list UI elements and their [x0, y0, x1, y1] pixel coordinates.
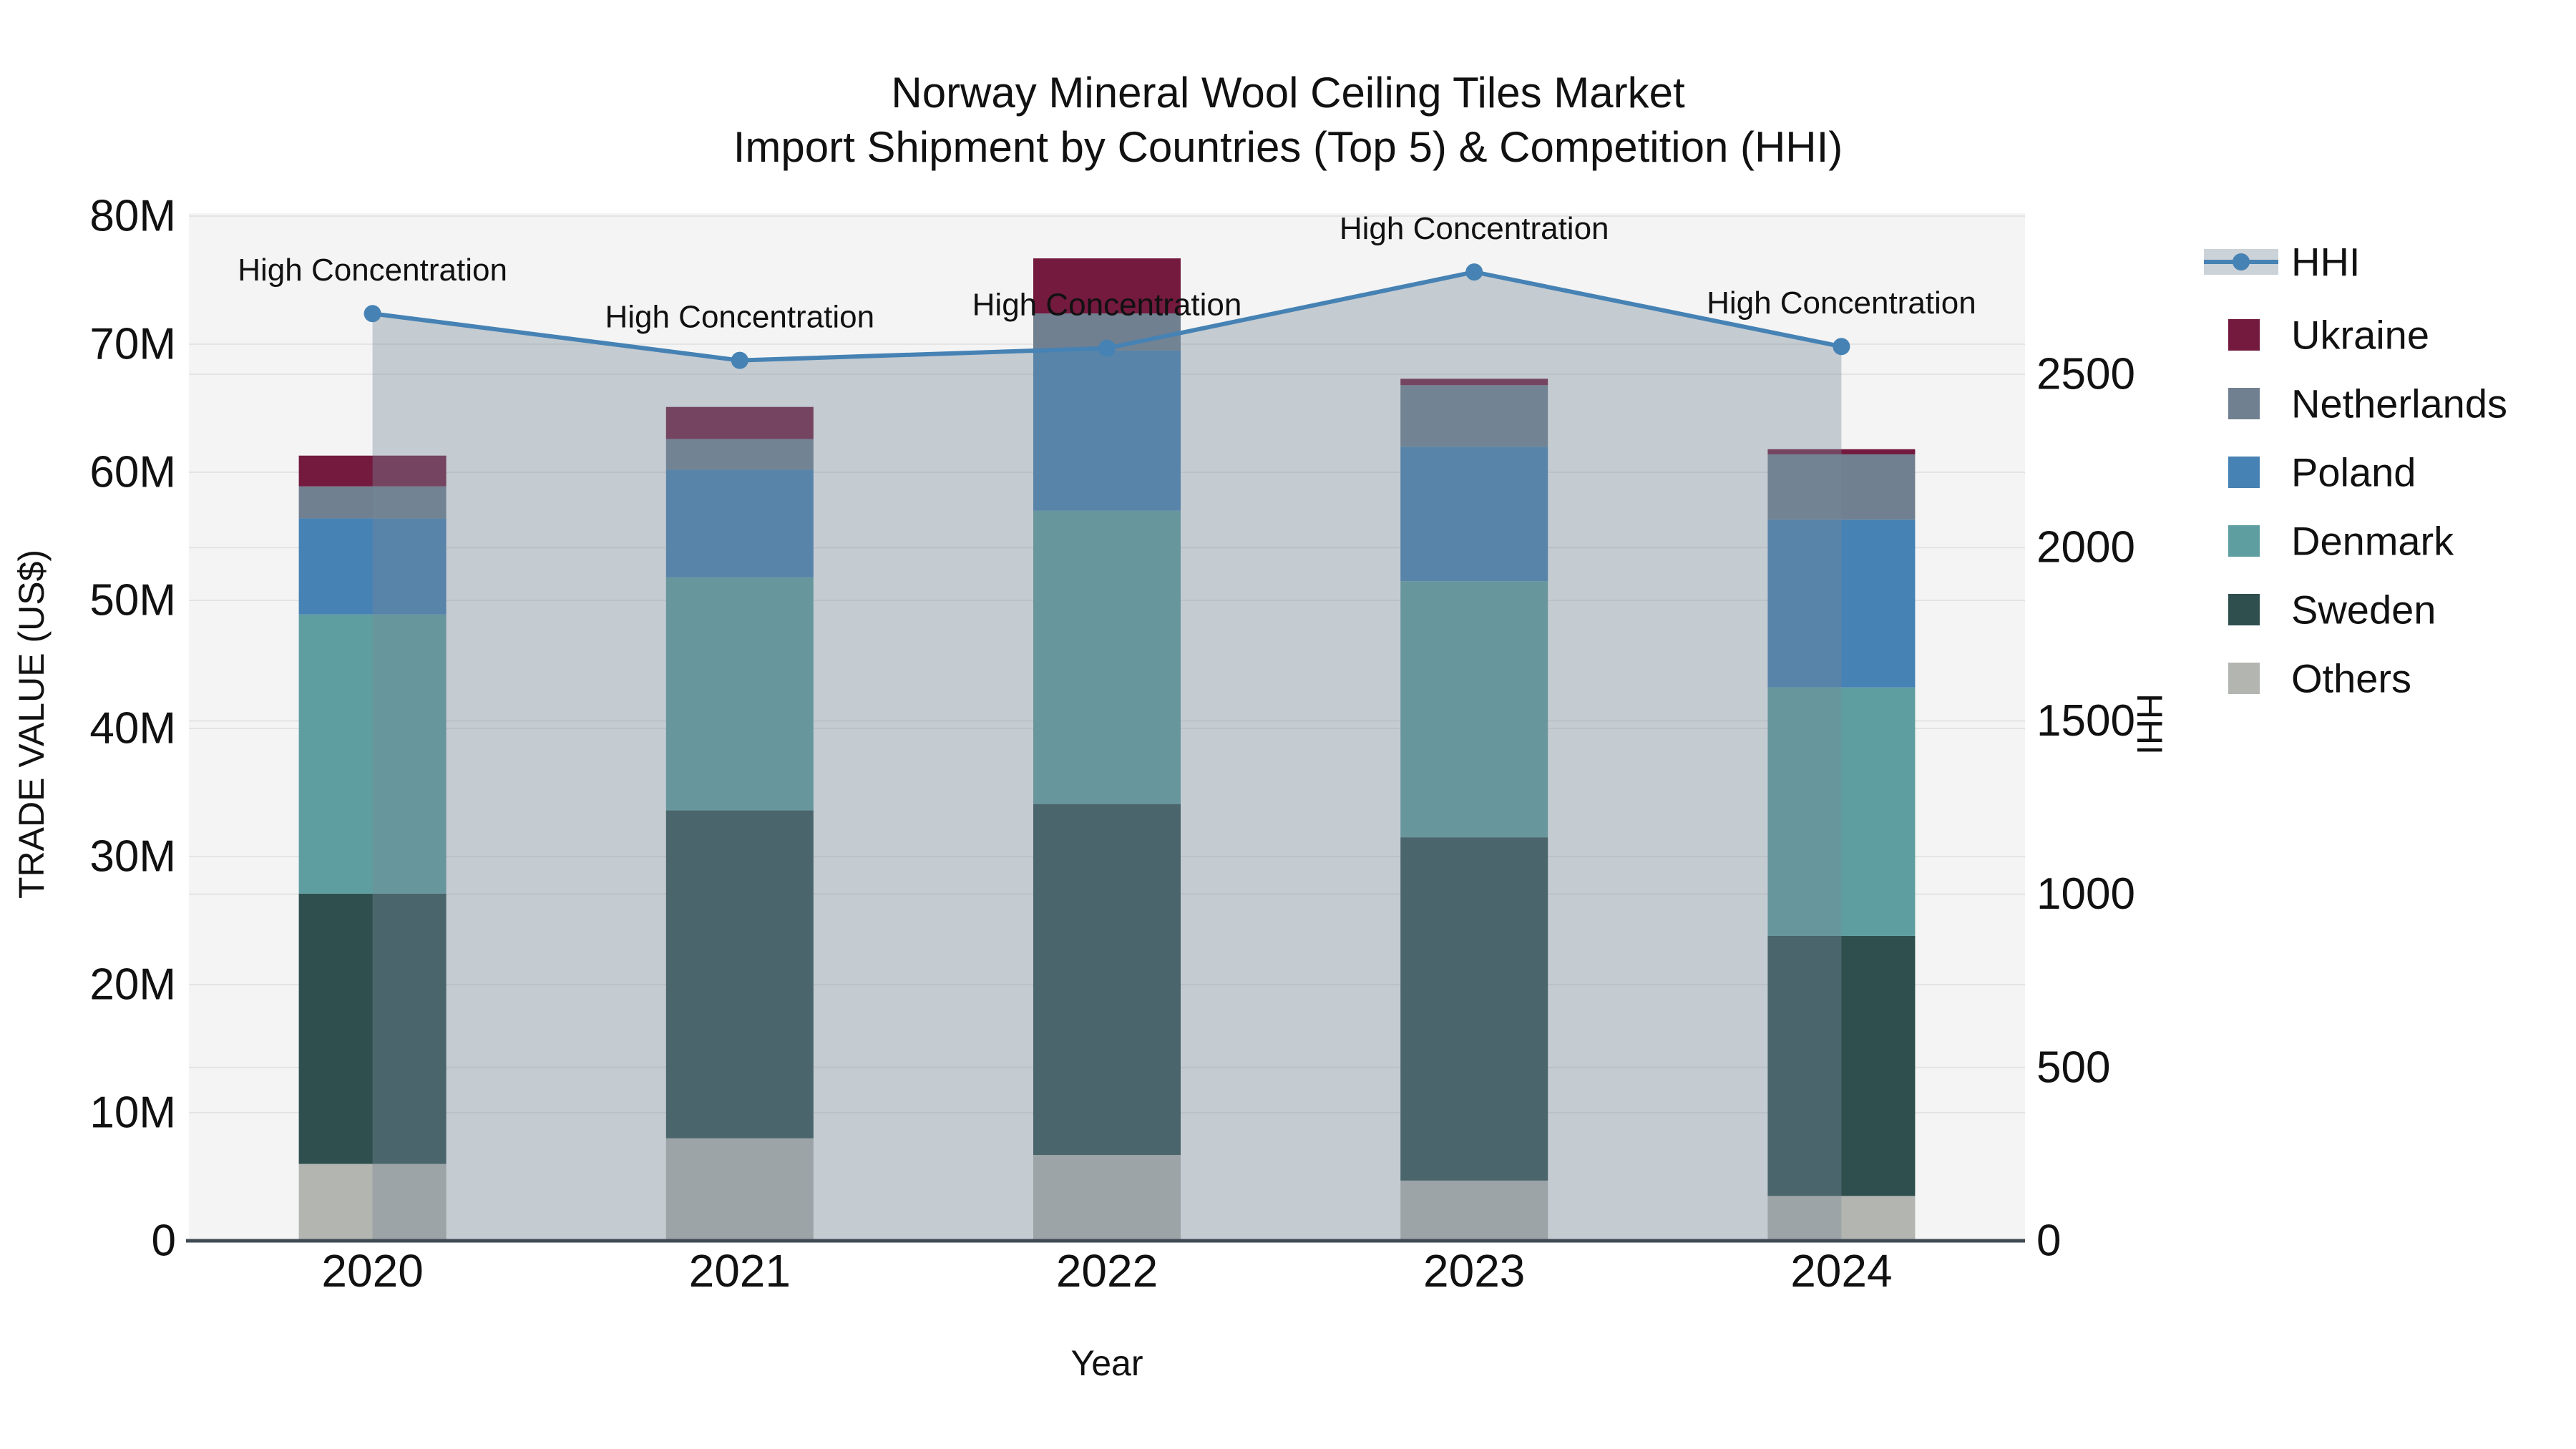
- x-tick-2020: 2020: [321, 1245, 423, 1297]
- bar-segment-denmark-2023[interactable]: [1400, 581, 1548, 838]
- annotation-high-concentration-2021: High Concentration: [605, 300, 874, 335]
- legend-swatch-poland: [2228, 457, 2260, 488]
- legend-swatch-netherlands: [2228, 388, 2260, 419]
- bar-segment-denmark-2021[interactable]: [665, 577, 814, 811]
- y-right-axis-title: HHI: [2129, 693, 2170, 756]
- y-right-tick-1000: 1000: [2036, 869, 2135, 919]
- bar-segment-ukraine-2023[interactable]: [1400, 379, 1548, 386]
- bar-segment-sweden-2021[interactable]: [665, 810, 814, 1138]
- bar-segment-others-2022[interactable]: [1033, 1155, 1181, 1241]
- legend-hhi-marker: [2233, 253, 2250, 270]
- annotation-high-concentration-2020: High Concentration: [238, 253, 507, 288]
- x-tick-2023: 2023: [1423, 1245, 1525, 1297]
- bar-segment-sweden-2023[interactable]: [1400, 837, 1548, 1181]
- bar-segment-sweden-2020[interactable]: [298, 893, 447, 1164]
- tick-labels: 0 10M 20M 30M 40M 50M 60M 70M 80M 0 500 1000 1500 200…: [89, 192, 2135, 1297]
- legend-label-others: Others: [2291, 656, 2411, 701]
- hhi-marker-2022[interactable]: [1098, 339, 1116, 357]
- bar-series: [298, 258, 1916, 1241]
- legend-item-sweden[interactable]: Sweden: [2228, 587, 2436, 633]
- legend-swatch-others: [2228, 663, 2260, 694]
- legend-item-denmark[interactable]: Denmark: [2228, 519, 2454, 564]
- chart-title-line2: Import Shipment by Countries (Top 5) & C…: [733, 123, 1843, 171]
- legend-label-denmark: Denmark: [2291, 519, 2454, 564]
- y-left-tick-70M: 70M: [89, 320, 176, 369]
- bar-segment-poland-2023[interactable]: [1400, 447, 1548, 582]
- x-tick-2022: 2022: [1056, 1245, 1158, 1297]
- legend-label-netherlands: Netherlands: [2291, 381, 2507, 426]
- hhi-marker-2023[interactable]: [1465, 263, 1483, 281]
- bar-segment-netherlands-2023[interactable]: [1400, 385, 1548, 447]
- y-left-tick-10M: 10M: [89, 1088, 176, 1138]
- bar-segment-poland-2024[interactable]: [1767, 519, 1916, 688]
- bar-segment-ukraine-2021[interactable]: [665, 406, 814, 439]
- legend-item-others[interactable]: Others: [2228, 656, 2411, 701]
- legend-swatch-sweden: [2228, 594, 2260, 625]
- bar-segment-poland-2022[interactable]: [1033, 350, 1181, 511]
- legend-item-netherlands[interactable]: Netherlands: [2228, 381, 2507, 426]
- bar-segment-others-2024[interactable]: [1767, 1196, 1916, 1241]
- hhi-marker-2020[interactable]: [364, 305, 381, 323]
- bar-segment-netherlands-2020[interactable]: [298, 486, 447, 519]
- y-left-tick-20M: 20M: [89, 960, 176, 1010]
- x-axis-title: Year: [1070, 1343, 1143, 1383]
- legend-swatch-ukraine: [2228, 319, 2260, 351]
- bar-segment-others-2020[interactable]: [298, 1163, 447, 1241]
- hhi-area-fill: [372, 272, 1842, 1241]
- annotation-high-concentration-2024: High Concentration: [1707, 286, 1976, 321]
- bar-segment-poland-2021[interactable]: [665, 469, 814, 577]
- y-right-tick-0: 0: [2036, 1216, 2061, 1266]
- bar-segment-denmark-2020[interactable]: [298, 614, 447, 894]
- legend-label-hhi: HHI: [2291, 240, 2360, 285]
- bar-segment-netherlands-2021[interactable]: [665, 439, 814, 470]
- x-tick-2021: 2021: [689, 1245, 791, 1297]
- bar-segment-ukraine-2024[interactable]: [1767, 449, 1916, 454]
- y-right-tick-2500: 2500: [2036, 350, 2135, 399]
- legend-label-poland: Poland: [2291, 450, 2416, 495]
- legend-swatch-denmark: [2228, 525, 2260, 557]
- legend-item-ukraine[interactable]: Ukraine: [2228, 313, 2429, 358]
- annotation-high-concentration-2023: High Concentration: [1340, 211, 1609, 246]
- legend-label-ukraine: Ukraine: [2291, 313, 2429, 358]
- bar-segment-denmark-2022[interactable]: [1033, 510, 1181, 804]
- hhi-marker-2021[interactable]: [731, 351, 748, 369]
- y-left-tick-30M: 30M: [89, 832, 176, 882]
- bar-segment-others-2021[interactable]: [665, 1138, 814, 1241]
- y-left-tick-80M: 80M: [89, 192, 176, 241]
- legend: HHI Ukraine Netherlands Poland Denmark Sweden…: [2204, 240, 2507, 701]
- y-left-axis-title: TRADE VALUE (US$): [11, 549, 52, 899]
- y-right-tick-1500: 1500: [2036, 696, 2135, 746]
- y-left-tick-50M: 50M: [89, 576, 176, 625]
- bar-segment-denmark-2024[interactable]: [1767, 687, 1916, 936]
- bar-segment-sweden-2024[interactable]: [1767, 935, 1916, 1196]
- y-right-tick-500: 500: [2036, 1043, 2110, 1092]
- y-right-tick-2000: 2000: [2036, 523, 2135, 572]
- chart-title-line1: Norway Mineral Wool Ceiling Tiles Market: [891, 69, 1685, 117]
- y-left-tick-0: 0: [152, 1216, 176, 1266]
- bar-segment-netherlands-2024[interactable]: [1767, 454, 1916, 520]
- hhi-marker-2024[interactable]: [1833, 338, 1850, 356]
- bar-segment-others-2023[interactable]: [1400, 1180, 1548, 1241]
- bar-segment-poland-2020[interactable]: [298, 518, 447, 615]
- x-tick-2024: 2024: [1790, 1245, 1892, 1297]
- bar-segment-sweden-2022[interactable]: [1033, 804, 1181, 1156]
- bar-segment-ukraine-2022[interactable]: [1033, 258, 1181, 314]
- legend-item-poland[interactable]: Poland: [2228, 450, 2416, 495]
- legend-label-sweden: Sweden: [2291, 587, 2436, 633]
- y-left-tick-40M: 40M: [89, 704, 176, 753]
- y-left-tick-60M: 60M: [89, 448, 176, 497]
- annotation-high-concentration-2022: High Concentration: [972, 288, 1242, 323]
- legend-item-hhi[interactable]: HHI: [2204, 240, 2360, 285]
- bar-segment-ukraine-2020[interactable]: [298, 455, 447, 487]
